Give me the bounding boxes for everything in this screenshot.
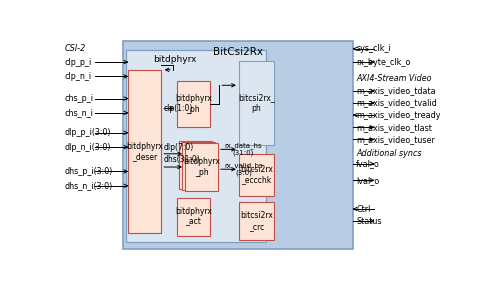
Text: dhs_n_i(3:0): dhs_n_i(3:0) [64, 181, 112, 190]
Text: chs_p_i: chs_p_i [64, 94, 94, 103]
Text: dhs(31:0): dhs(31:0) [164, 155, 201, 164]
Bar [179, 141, 212, 189]
Text: m_axis_video_tdata: m_axis_video_tdata [356, 86, 436, 95]
Text: m_axis_video_tlast: m_axis_video_tlast [356, 123, 432, 132]
Bar [126, 50, 266, 242]
Bar [185, 143, 218, 191]
Bar [239, 61, 274, 145]
Text: clp_n_i: clp_n_i [64, 72, 92, 81]
Bar [177, 81, 210, 127]
Bar [122, 41, 353, 249]
Bar [177, 198, 210, 236]
Text: BitCsi2Rx: BitCsi2Rx [213, 46, 263, 57]
Text: dlp_p_i(3:0): dlp_p_i(3:0) [64, 128, 111, 137]
Bar [239, 154, 274, 196]
Bar [128, 70, 162, 233]
Text: bitdphyrx
_ph: bitdphyrx _ph [175, 94, 212, 114]
Text: AXI4-Stream Video: AXI4-Stream Video [356, 74, 432, 83]
Text: CSI-2: CSI-2 [64, 44, 86, 53]
Text: bitdphyrx
_act: bitdphyrx _act [175, 207, 212, 226]
Text: bitdphyrx
_deser: bitdphyrx _deser [126, 142, 164, 161]
Text: bitcsi2rx
_eccchk: bitcsi2rx _eccchk [240, 165, 272, 185]
Bar [182, 141, 215, 190]
Text: bitcsi2rx_
ph: bitcsi2rx_ ph [238, 93, 275, 113]
Text: Ctrl: Ctrl [356, 205, 370, 214]
Text: dlp(7:0): dlp(7:0) [164, 143, 194, 152]
Text: rx_byte_clk_o: rx_byte_clk_o [356, 58, 410, 67]
Text: Additional syncs: Additional syncs [356, 149, 422, 158]
Text: rx_data_hs
(31:0): rx_data_hs (31:0) [224, 142, 262, 156]
Text: bitdphyrx: bitdphyrx [154, 55, 197, 64]
Text: sys_clk_i: sys_clk_i [356, 44, 391, 53]
Text: lval_o: lval_o [356, 176, 380, 185]
Text: bitdphyrx
_ph: bitdphyrx _ph [183, 157, 220, 177]
Text: fval_o: fval_o [356, 159, 380, 168]
Text: dlp_n_i(3:0): dlp_n_i(3:0) [64, 143, 111, 152]
Bar [239, 202, 274, 240]
Text: dhs_p_i(3:0): dhs_p_i(3:0) [64, 167, 113, 176]
Text: m_axis_video_tready: m_axis_video_tready [356, 110, 440, 120]
Text: Status: Status [356, 217, 382, 226]
Text: chs_n_i: chs_n_i [64, 108, 94, 117]
Text: bitcsi2rx
_crc: bitcsi2rx _crc [240, 212, 272, 231]
Text: clp_p_i: clp_p_i [64, 58, 92, 67]
Text: m_axis_video_tuser: m_axis_video_tuser [356, 135, 435, 144]
Text: m_axis_video_tvalid: m_axis_video_tvalid [356, 98, 437, 107]
Text: rx_valid_hs
(3:0): rx_valid_hs (3:0) [224, 162, 263, 177]
Text: clp(1:0): clp(1:0) [164, 104, 194, 113]
